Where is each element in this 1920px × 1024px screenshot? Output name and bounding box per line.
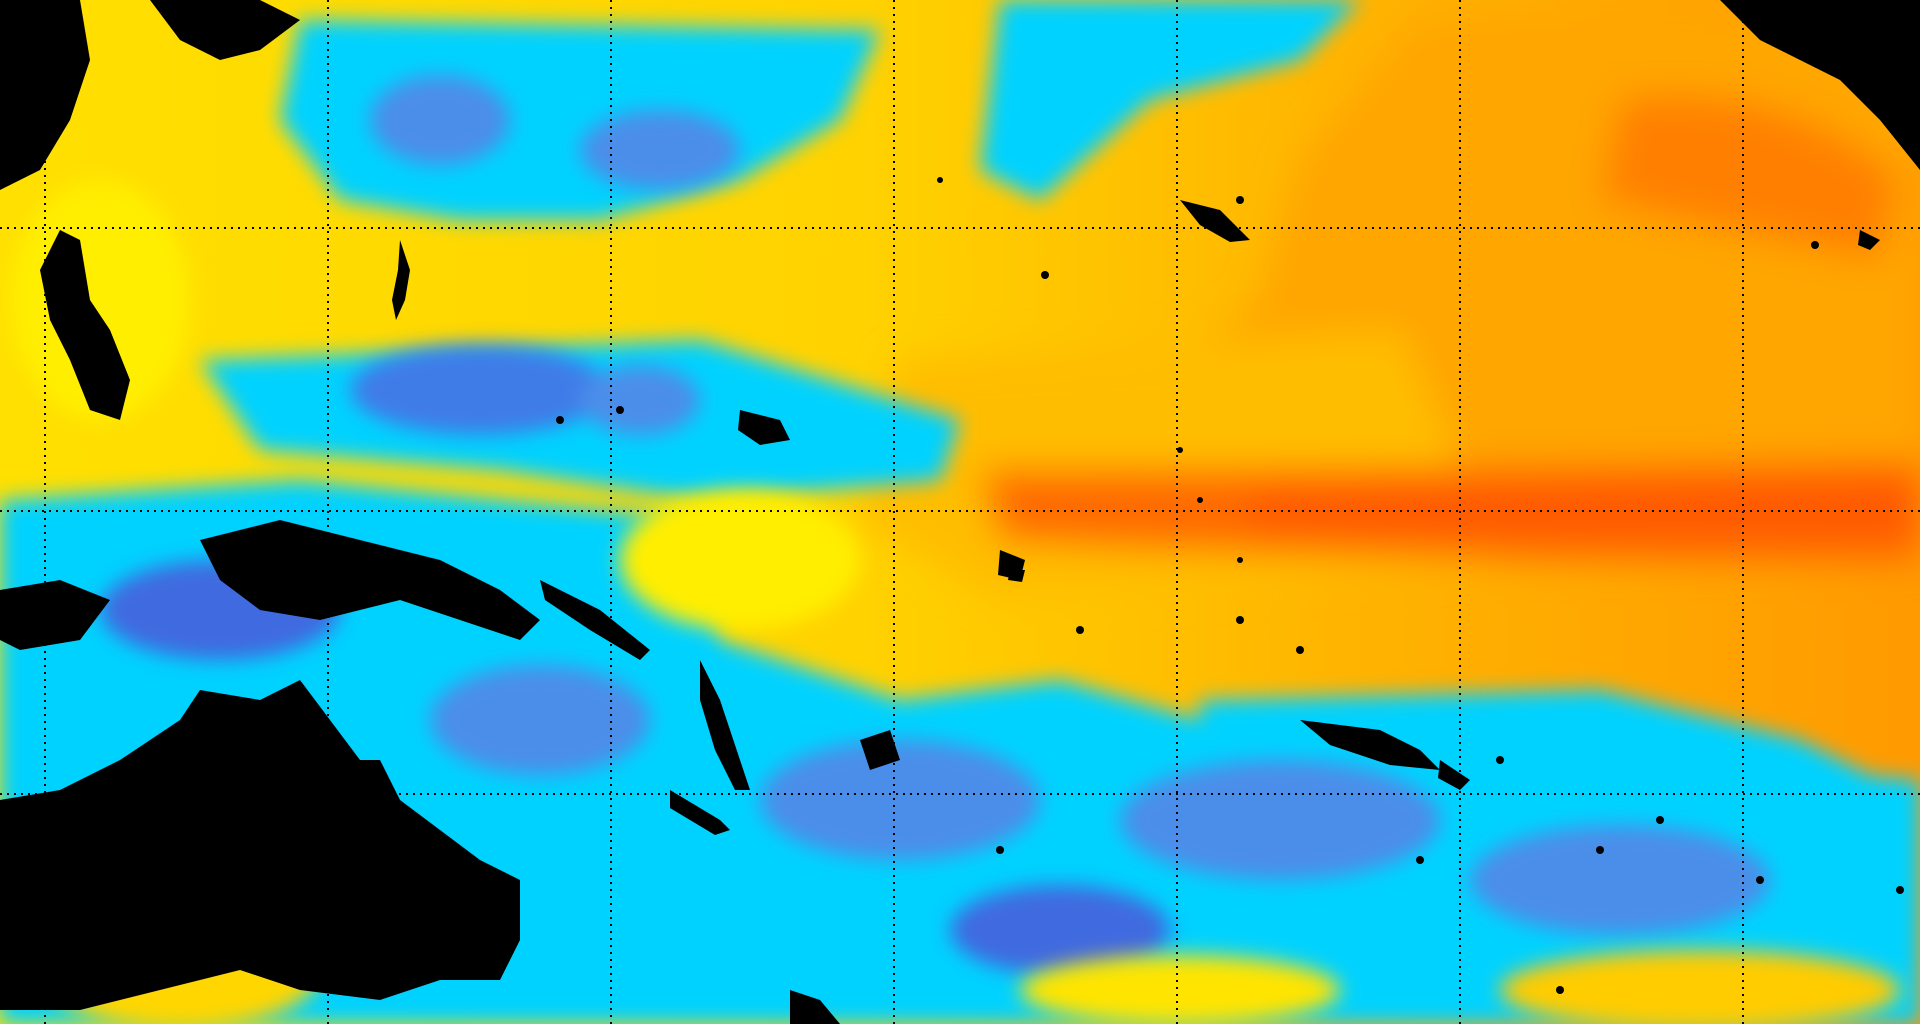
cold-patch-west-1	[350, 345, 610, 435]
north-america-coast	[1720, 0, 1920, 170]
warm-anomaly-layer	[860, 20, 1920, 600]
cold-patch-south-3	[1120, 760, 1440, 880]
small-island-19	[1236, 196, 1244, 204]
cold-patch-south-1	[430, 665, 650, 775]
vanuatu-islands	[700, 660, 750, 790]
small-island-6	[1177, 447, 1183, 453]
mariana-islands	[392, 240, 410, 320]
northwest-islands	[150, 0, 300, 60]
small-island-20	[1556, 986, 1564, 994]
australia-landmass	[0, 680, 520, 1010]
fiji-islands	[860, 730, 900, 770]
cool-region-north-central	[980, 0, 1360, 200]
hot-spot-northeast	[1600, 94, 1900, 260]
solomon-islands	[540, 580, 650, 660]
new-caledonia-island	[670, 790, 730, 835]
small-island-9	[996, 846, 1004, 854]
cold-anomaly-layer	[100, 75, 1770, 975]
cold-patch-south-5	[950, 885, 1170, 975]
small-island-11	[1596, 846, 1604, 854]
small-island-18	[937, 177, 943, 183]
small-island-8	[1237, 557, 1243, 563]
new-zealand-tip	[790, 990, 840, 1024]
small-island-7	[1197, 497, 1203, 503]
french-polynesia-islands	[1300, 720, 1440, 770]
small-island-14	[1656, 816, 1664, 824]
small-island-17	[616, 406, 624, 414]
cool-region-northwest	[280, 20, 880, 220]
small-island-2	[1811, 241, 1819, 249]
neutral-patch-5	[1020, 955, 1340, 1024]
warm-region-central	[860, 330, 1500, 600]
small-island-16	[556, 416, 564, 424]
small-island-13	[1896, 886, 1904, 894]
hot-equatorial-core	[1250, 480, 1920, 540]
hawaii-islands	[1180, 200, 1250, 242]
cold-patch-north-2	[580, 110, 740, 190]
borneo-landmass	[0, 580, 110, 650]
small-island-4	[1076, 626, 1084, 634]
galapagos-islands	[1858, 230, 1880, 250]
small-island-1	[1041, 271, 1049, 279]
small-island-15	[1496, 756, 1504, 764]
small-island-3	[1296, 646, 1304, 654]
cold-patch-north-1	[370, 75, 510, 165]
cold-patch-west-2	[580, 365, 700, 435]
small-island-10	[1416, 856, 1424, 864]
neutral-patch-1	[620, 490, 860, 630]
small-island-21	[1826, 66, 1834, 74]
samoa-islands	[1008, 570, 1025, 582]
small-island-12	[1756, 876, 1764, 884]
small-island-5	[1236, 616, 1244, 624]
neutral-patch-4	[1500, 950, 1900, 1024]
west-asia-coast	[0, 0, 90, 190]
cold-patch-south-4	[1470, 825, 1770, 935]
cold-patch-south-2	[760, 740, 1040, 860]
tuamotu-islands	[1438, 760, 1470, 790]
new-guinea-landmass	[200, 520, 540, 640]
philippines-landmass	[40, 230, 130, 420]
marshall-islands	[738, 410, 790, 445]
